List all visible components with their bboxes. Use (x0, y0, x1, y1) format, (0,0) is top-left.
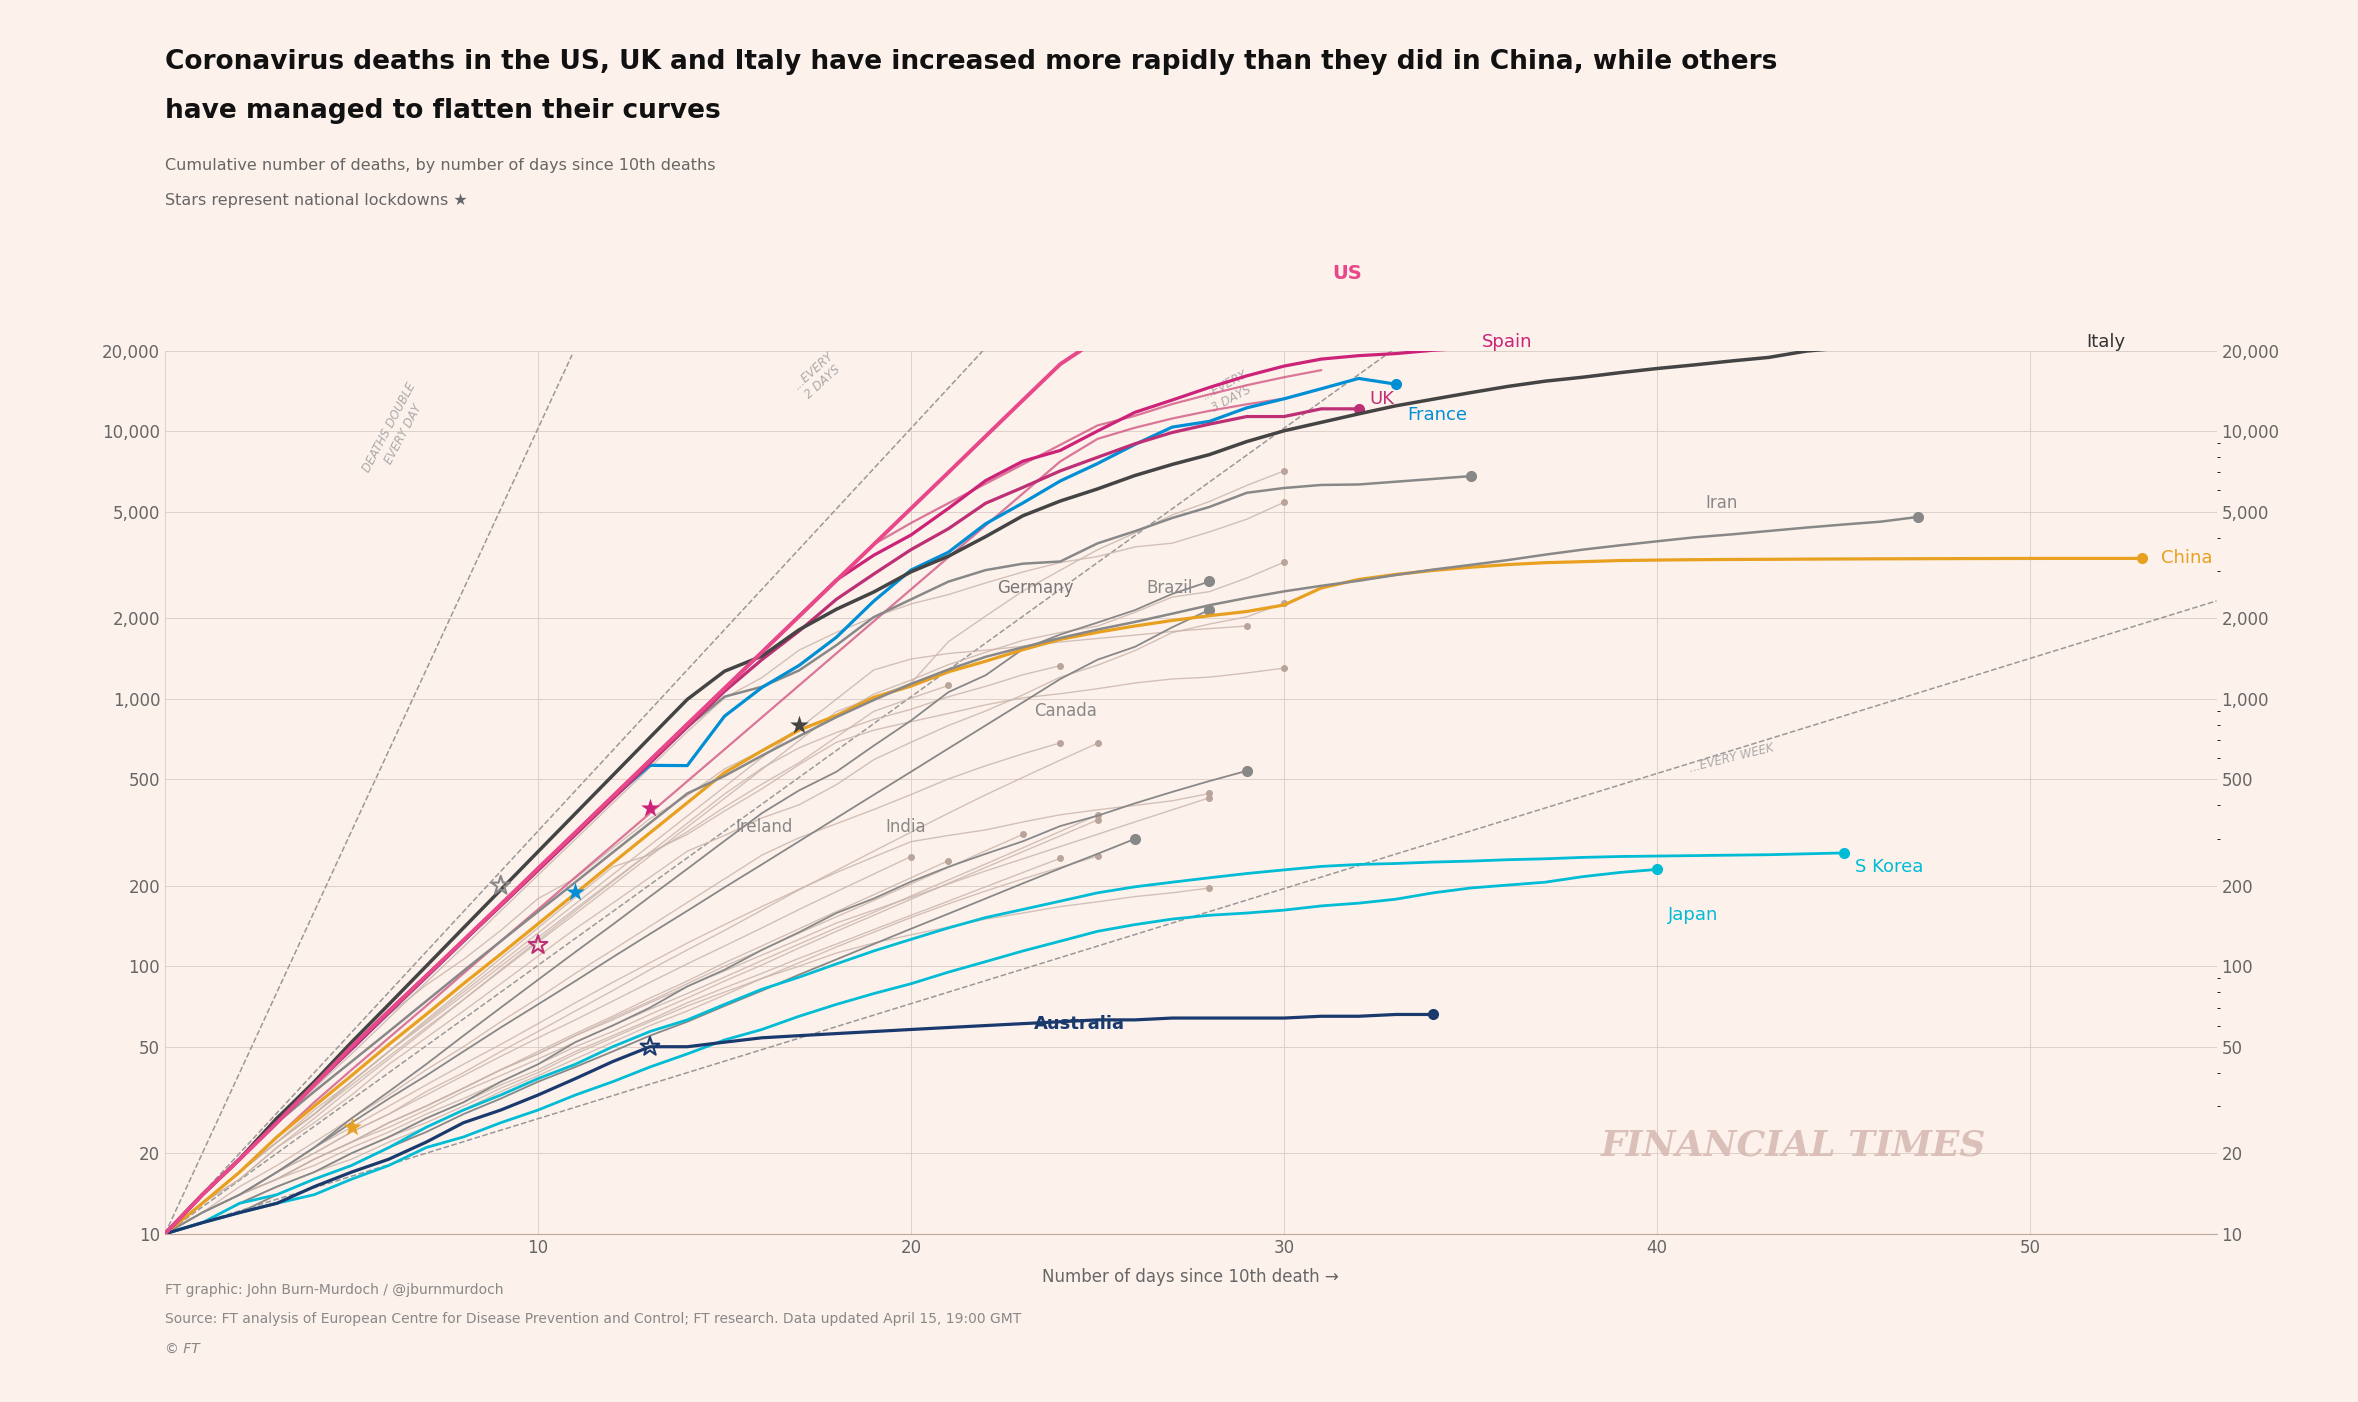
Text: India: India (884, 819, 927, 837)
Text: Germany: Germany (997, 579, 1073, 597)
Text: FINANCIAL TIMES: FINANCIAL TIMES (1601, 1129, 1985, 1162)
Point (780, 714, 818, 736)
Text: FT graphic: John Burn-Murdoch / @jburnmurdoch: FT graphic: John Burn-Murdoch / @jburnmu… (165, 1283, 505, 1297)
Text: ...EVERY
2 DAYS: ...EVERY 2 DAYS (790, 349, 847, 404)
Text: UK: UK (1370, 390, 1396, 408)
Point (332, 1116, 370, 1138)
Text: US: US (1332, 265, 1363, 283)
Text: Iran: Iran (1705, 494, 1738, 512)
Point (632, 1036, 670, 1059)
Text: Source: FT analysis of European Centre for Disease Prevention and Control; FT re: Source: FT analysis of European Centre f… (165, 1312, 1021, 1326)
Text: S Korea: S Korea (1856, 858, 1924, 876)
Text: DEATHS DOUBLE
EVERY DAY: DEATHS DOUBLE EVERY DAY (361, 380, 432, 481)
Text: Stars represent national lockdowns ★: Stars represent national lockdowns ★ (165, 193, 467, 209)
Text: Brazil: Brazil (1146, 579, 1193, 597)
Text: France: France (1408, 405, 1467, 423)
Text: © FT: © FT (165, 1342, 200, 1356)
Point (519, 934, 556, 956)
Text: Australia: Australia (1035, 1015, 1125, 1033)
Text: Italy: Italy (2087, 334, 2125, 350)
Text: Japan: Japan (1667, 906, 1719, 924)
Text: China: China (2160, 550, 2212, 568)
Point (556, 880, 594, 903)
Text: ...EVERY
3 DAYS: ...EVERY 3 DAYS (1200, 369, 1257, 416)
Text: Canada: Canada (1035, 702, 1096, 719)
Text: Ireland: Ireland (736, 819, 792, 837)
Text: Cumulative number of deaths, by number of days since 10th deaths: Cumulative number of deaths, by number o… (165, 158, 714, 174)
Point (481, 875, 519, 897)
Text: ...EVERY WEEK: ...EVERY WEEK (1688, 742, 1776, 775)
Point (632, 796, 670, 819)
Text: Spain: Spain (1481, 334, 1533, 350)
X-axis label: Number of days since 10th death →: Number of days since 10th death → (1042, 1267, 1339, 1286)
Text: have managed to flatten their curves: have managed to flatten their curves (165, 98, 722, 125)
Text: Coronavirus deaths in the US, UK and Italy have increased more rapidly than they: Coronavirus deaths in the US, UK and Ita… (165, 49, 1778, 76)
